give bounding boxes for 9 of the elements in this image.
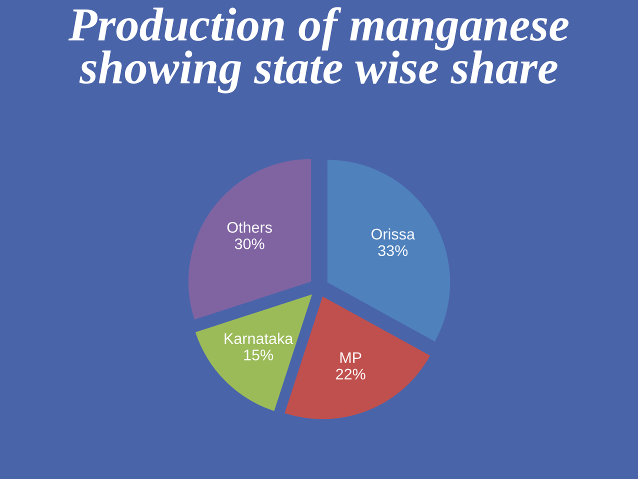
data-label: 33% (378, 245, 408, 256)
slice-label: Orissa (372, 228, 415, 240)
data-label: 30% (234, 238, 264, 250)
chart-title: Production of manganese showing state wise share (68, 7, 569, 94)
data-label: 15% (244, 350, 274, 360)
slice-label: Karnataka (224, 332, 294, 344)
slice-label: Others (227, 222, 272, 233)
slice-label: MP (340, 352, 362, 363)
data-label: 22% (336, 368, 366, 380)
